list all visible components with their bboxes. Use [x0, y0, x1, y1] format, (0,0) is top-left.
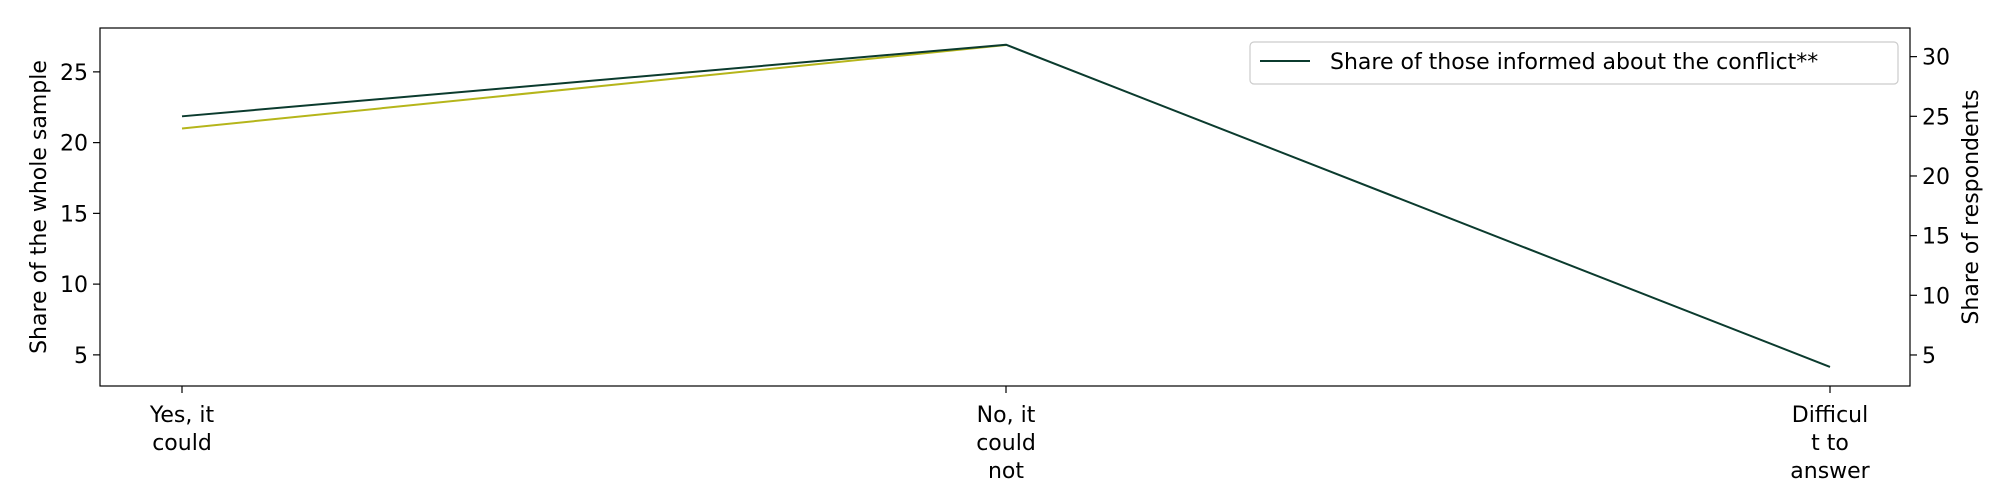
right-axis-ticks: 5 10 15 20 25 30: [1910, 46, 1950, 369]
y-axis-right-title: Share of respondents: [1959, 89, 1984, 324]
x-axis-ticks: Yes, it could No, it could not Difficul t to an…: [149, 386, 1871, 484]
series-line-1: [181, 43, 1007, 130]
legend: Share of those informed about the confli…: [1249, 41, 1899, 85]
y-right-tick-label: 5: [1922, 344, 1936, 369]
y-right-tick-label: 25: [1922, 105, 1950, 130]
y-right-tick-label: 30: [1922, 46, 1950, 71]
y-right-tick-label: 15: [1922, 225, 1950, 250]
y-left-tick-label: 5: [74, 344, 88, 369]
x-tick-label: Yes, it could: [149, 403, 215, 456]
y-left-tick-label: 10: [60, 273, 88, 298]
y-right-tick-label: 10: [1922, 284, 1950, 309]
x-tick-label: Difficul t to answer: [1790, 403, 1870, 484]
y-axis-left-title: Share of the whole sample: [27, 60, 52, 354]
series-layer: [181, 43, 1831, 368]
legend-box: [1249, 41, 1899, 85]
y-right-tick-label: 20: [1922, 165, 1950, 190]
x-tick-label: No, it could not: [976, 403, 1036, 484]
left-axis-ticks: 5 10 15 20 25: [60, 61, 100, 369]
y-left-tick-label: 20: [60, 132, 88, 157]
y-left-tick-label: 15: [60, 202, 88, 227]
y-left-tick-label: 25: [60, 61, 88, 86]
plot-area: [99, 27, 1911, 387]
series-line-2: [181, 43, 1831, 368]
legend-label: Share of those informed about the confli…: [1330, 50, 1818, 75]
